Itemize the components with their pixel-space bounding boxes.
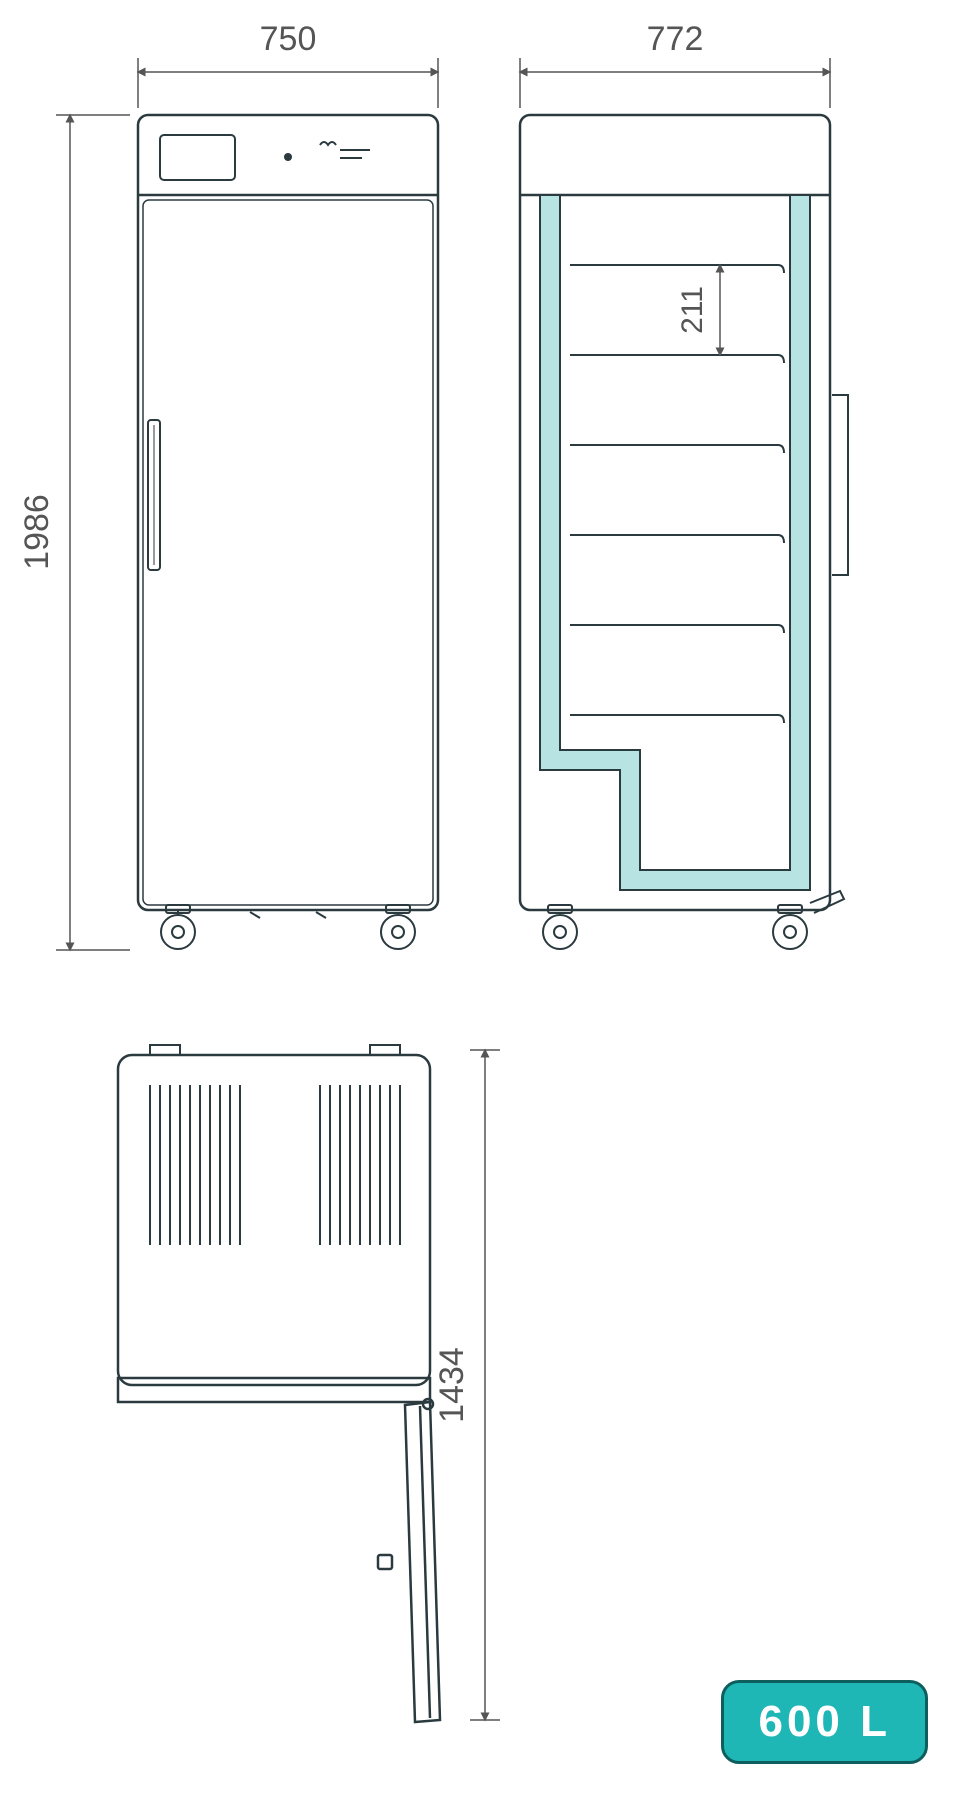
dim-shelf-label: 211 bbox=[676, 286, 709, 334]
dim-height: 1986 bbox=[18, 115, 130, 950]
technical-drawing: 750 772 1986 bbox=[0, 0, 978, 1814]
side-view: 211 bbox=[520, 115, 848, 949]
vent-left bbox=[150, 1085, 240, 1245]
dim-shelf-gap: 211 bbox=[676, 265, 720, 355]
capacity-label: 600 L bbox=[758, 1697, 891, 1746]
dim-width-label: 750 bbox=[260, 20, 317, 58]
open-door bbox=[378, 1399, 440, 1722]
front-view bbox=[138, 115, 438, 949]
dim-open-label: 1434 bbox=[433, 1347, 471, 1423]
vent-right bbox=[320, 1085, 400, 1245]
dim-height-label: 1986 bbox=[18, 494, 56, 570]
top-view: 1434 bbox=[118, 1045, 500, 1722]
capacity-badge: 600 L bbox=[721, 1680, 928, 1764]
dim-depth-label: 772 bbox=[647, 20, 704, 58]
dim-width: 750 bbox=[138, 20, 438, 108]
dim-depth: 772 bbox=[520, 20, 830, 108]
